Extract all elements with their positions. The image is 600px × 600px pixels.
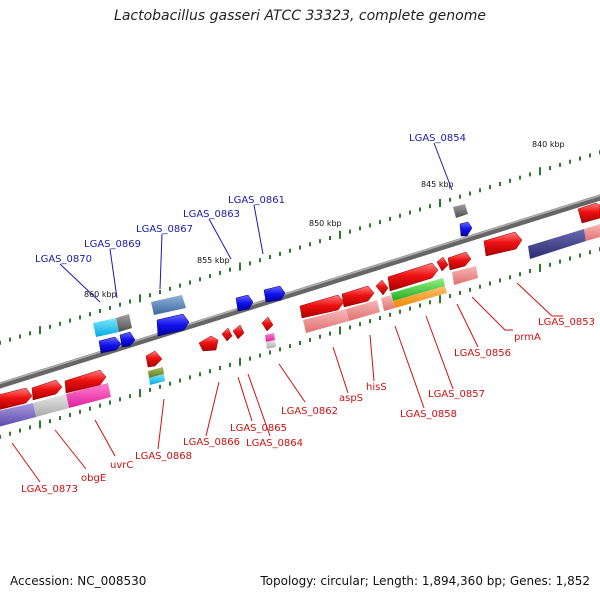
label-lgas-0856: LGAS_0856 — [454, 348, 511, 359]
cog-block-lightgrey-obge — [33, 394, 69, 417]
bottom-gene-labels: LGAS_0853 prmA LGAS_0856 LGAS_0857 LGAS_… — [21, 317, 595, 495]
gene-lgas-0864[interactable] — [198, 335, 219, 352]
label-asps: aspS — [339, 393, 363, 404]
label-prma: prmA — [514, 332, 541, 343]
gene-lgas-0857[interactable] — [436, 256, 449, 272]
label-lgas-0864: LGAS_0864 — [246, 438, 303, 449]
gene-lgas-0869[interactable] — [119, 331, 136, 348]
gene-lgas-0863[interactable] — [235, 294, 254, 312]
top-callout-lines — [59, 142, 453, 303]
scale-label-860: 860 kbp — [84, 290, 117, 299]
label-lgas-0853: LGAS_0853 — [538, 317, 595, 328]
gene-lgas-0854[interactable] — [459, 221, 473, 237]
cog-block-navy — [528, 229, 586, 259]
gene-asps[interactable] — [341, 285, 375, 308]
gene-lgas-0865[interactable] — [221, 327, 233, 342]
gene-lgas-0861[interactable] — [263, 285, 286, 303]
gene-lgas-0862[interactable] — [299, 294, 345, 319]
cog-block-grey-869 — [116, 314, 132, 332]
label-lgas-0854: LGAS_0854 — [409, 133, 466, 144]
map-title: Lactobacillus gasseri ATCC 33323, comple… — [114, 8, 486, 24]
cog-block-steel-867 — [151, 295, 186, 315]
cog-block-cyan-870 — [93, 318, 119, 337]
genome-backbone — [0, 194, 600, 389]
cog-block-pink-right — [584, 224, 600, 241]
label-lgas-0862: LGAS_0862 — [281, 406, 338, 417]
label-lgas-0868: LGAS_0868 — [135, 451, 192, 462]
topology-info-text: Topology: circular; Length: 1,894,360 bp… — [260, 574, 590, 588]
label-lgas-0870: LGAS_0870 — [35, 254, 92, 265]
label-uvrc: uvrC — [110, 460, 133, 471]
gene-lgas-0853[interactable] — [577, 202, 600, 224]
blue-genes — [98, 221, 473, 354]
cog-block-olive-868 — [148, 367, 164, 378]
scale-labels: 840 kbp 845 kbp 850 kbp 855 kbp 860 kbp — [84, 140, 565, 299]
gene-lgas-0858[interactable] — [387, 262, 439, 292]
label-lgas-0865: LGAS_0865 — [230, 423, 287, 434]
label-lgas-0869: LGAS_0869 — [84, 239, 141, 250]
gene-lgas-0868[interactable] — [145, 350, 163, 368]
forward-strand-genes — [0, 202, 600, 410]
top-gene-labels: LGAS_0854 LGAS_0861 LGAS_0863 LGAS_0867 … — [35, 133, 466, 265]
cog-block-pink-862 — [303, 309, 349, 333]
gene-lgas-0867[interactable] — [156, 313, 190, 337]
cog-block-lightgrey-864 — [266, 340, 276, 349]
label-lgas-0857: LGAS_0857 — [428, 389, 485, 400]
label-obge: obgE — [81, 473, 106, 484]
gene-prma[interactable] — [483, 231, 523, 257]
label-lgas-0861: LGAS_0861 — [228, 195, 285, 206]
label-lgas-0873: LGAS_0873 — [21, 484, 78, 495]
scale-ticks — [0, 150, 600, 439]
gene-lgas-0856[interactable] — [447, 251, 472, 271]
annotation-blocks — [0, 204, 600, 427]
label-lgas-0863: LGAS_0863 — [183, 209, 240, 220]
cog-block-purple-0873 — [0, 403, 36, 427]
gene-hiss[interactable] — [375, 279, 389, 296]
scale-label-845: 845 kbp — [421, 180, 454, 189]
accession-text: Accession: NC_008530 — [10, 574, 147, 588]
cog-block-pink-asps — [346, 300, 380, 321]
gene-obge[interactable] — [31, 379, 63, 401]
cog-block-orange — [393, 286, 447, 308]
scale-label-840: 840 kbp — [532, 140, 565, 149]
scale-label-855: 855 kbp — [197, 256, 230, 265]
cog-block-cyan-868 — [149, 374, 165, 385]
scale-label-850: 850 kbp — [309, 219, 342, 228]
cog-block-magenta-uvrc — [66, 383, 111, 408]
label-hiss: hisS — [366, 382, 387, 393]
label-lgas-0867: LGAS_0867 — [136, 224, 193, 235]
reverse-strand-genes — [198, 316, 274, 352]
cog-block-pink-858 — [381, 295, 395, 311]
gene-lgas-0863-rev[interactable] — [261, 316, 274, 332]
cog-block-magenta-864 — [265, 333, 275, 342]
gene-lgas-0866[interactable] — [232, 324, 245, 340]
cog-block-green — [391, 278, 445, 301]
label-lgas-0866: LGAS_0866 — [183, 437, 240, 448]
bottom-callout-lines — [11, 282, 563, 483]
label-lgas-0858: LGAS_0858 — [400, 409, 457, 420]
gene-lgas-0873[interactable] — [0, 387, 33, 410]
cog-block-grey-854 — [453, 204, 468, 218]
gene-uvrc[interactable] — [64, 369, 107, 394]
gene-lgas-0870[interactable] — [98, 336, 122, 354]
cog-block-pink-856 — [452, 266, 478, 285]
